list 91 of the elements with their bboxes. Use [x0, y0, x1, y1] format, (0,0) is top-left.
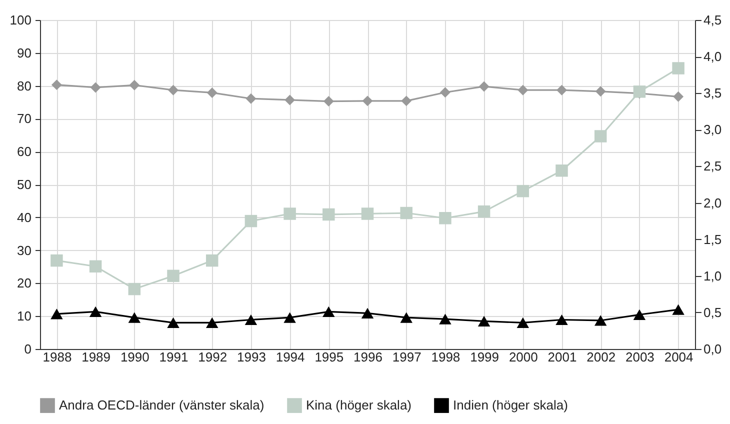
point — [322, 208, 335, 221]
y-tick-label: 50 — [17, 177, 32, 192]
point — [478, 205, 490, 218]
point — [673, 91, 684, 102]
y2-tick-label: 2,0 — [704, 195, 722, 210]
point — [400, 312, 412, 323]
point — [361, 308, 374, 318]
point — [362, 96, 373, 106]
y2-tick-label: 3,0 — [704, 122, 722, 138]
y2-tick-label: 0,5 — [704, 304, 722, 320]
point — [478, 316, 490, 327]
point — [167, 270, 180, 282]
point — [284, 94, 296, 106]
point — [361, 208, 374, 220]
y-tick-label: 30 — [17, 242, 32, 258]
point — [594, 130, 607, 142]
y-tick-label: 60 — [17, 144, 32, 160]
x-tick-label: 2002 — [586, 350, 616, 364]
y-tick-label: 20 — [17, 276, 32, 291]
y-tick-label: 10 — [17, 308, 32, 324]
point — [89, 306, 102, 318]
point — [51, 80, 62, 90]
x-tick-label: 1989 — [82, 350, 111, 364]
point — [439, 314, 452, 324]
point — [556, 164, 568, 177]
x-tick-label: 1990 — [120, 350, 150, 364]
point — [594, 315, 607, 326]
x-tick-label: 1995 — [314, 350, 344, 364]
point — [633, 309, 646, 320]
y-tick-label: 0 — [24, 342, 32, 356]
point — [516, 317, 530, 328]
point — [478, 81, 490, 92]
point — [672, 304, 684, 315]
point — [89, 260, 102, 273]
x-tick-label: 2003 — [625, 350, 654, 364]
point — [206, 254, 218, 267]
x-tick-label: 1997 — [392, 350, 422, 364]
y-tick-label: 80 — [17, 78, 32, 94]
legend-label: Indien (höger skala) — [453, 398, 568, 413]
point — [672, 62, 684, 74]
point — [206, 87, 218, 98]
y2-tick-label: 4,5 — [704, 12, 722, 28]
x-tick-label: 1998 — [431, 350, 460, 364]
x-tick-label: 2000 — [508, 350, 538, 364]
point — [284, 208, 296, 220]
x-tick-label: 2004 — [664, 350, 694, 364]
point — [129, 80, 140, 90]
point — [244, 314, 258, 326]
y2-tick-label: 2,5 — [704, 158, 722, 174]
point — [439, 212, 452, 224]
point — [518, 84, 528, 96]
point — [50, 308, 63, 320]
point — [633, 86, 646, 98]
point — [556, 84, 567, 96]
y-tick-label: 90 — [17, 45, 32, 60]
point — [556, 314, 568, 326]
x-tick-label: 1991 — [159, 350, 188, 364]
x-tick-label: 1994 — [276, 350, 305, 364]
point — [168, 84, 178, 96]
point — [246, 93, 256, 104]
point — [595, 86, 606, 97]
point — [128, 282, 141, 296]
point — [322, 306, 335, 318]
point — [400, 206, 412, 220]
x-tick-label: 1988 — [42, 350, 72, 364]
legend-label: Kina (höger skala) — [306, 398, 412, 413]
point — [401, 96, 412, 106]
y2-tick-label: 4,0 — [704, 49, 722, 64]
point — [128, 312, 141, 323]
point — [244, 214, 258, 228]
y-tick-label: 100 — [10, 12, 32, 28]
y2-tick-label: 1,0 — [704, 268, 722, 284]
y2-tick-label: 0,0 — [704, 342, 722, 356]
x-tick-label: 1996 — [354, 350, 382, 364]
x-tick-label: 1999 — [470, 350, 500, 364]
point — [90, 82, 101, 93]
legend-label: Andra OECD-länder (vänster skala) — [59, 398, 264, 413]
point — [440, 87, 450, 98]
point — [50, 254, 63, 267]
point — [323, 96, 334, 107]
point — [284, 312, 296, 323]
point — [516, 184, 530, 198]
x-tick-label: 1993 — [236, 350, 266, 364]
x-tick-label: 1992 — [198, 350, 228, 364]
point — [206, 317, 218, 328]
y2-tick-label: 1,5 — [704, 232, 722, 247]
y-tick-label: 70 — [17, 111, 32, 126]
y2-tick-label: 3,5 — [704, 86, 722, 101]
point — [167, 317, 180, 328]
y-tick-label: 40 — [17, 210, 32, 225]
x-tick-label: 2001 — [548, 350, 577, 364]
